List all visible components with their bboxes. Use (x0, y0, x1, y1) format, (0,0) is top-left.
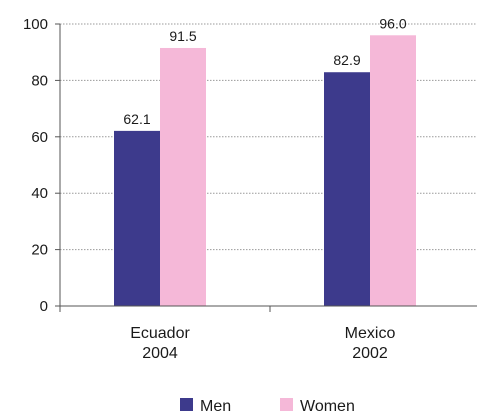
y-tick-label: 0 (40, 298, 48, 315)
data-label: 82.9 (333, 52, 360, 68)
bars (114, 35, 416, 306)
y-tick-label: 60 (31, 129, 48, 146)
legend: Men Women (180, 398, 355, 415)
x-category-label: 2004 (142, 345, 178, 362)
y-tick-label: 40 (31, 185, 48, 202)
data-label: 91.5 (169, 28, 196, 44)
y-tick-label: 80 (31, 72, 48, 89)
y-tick-label: 20 (31, 242, 48, 259)
x-category-label: Ecuador (130, 325, 190, 342)
y-tick-label: 100 (23, 16, 48, 33)
data-label: 96.0 (379, 15, 406, 31)
bar-men-1 (324, 72, 370, 306)
bar-men-0 (114, 130, 160, 306)
legend-swatch-men (180, 398, 193, 411)
bar-women-0 (160, 47, 206, 306)
x-category-label: 2002 (352, 345, 388, 362)
x-category-label: Mexico (345, 325, 396, 342)
axes (55, 23, 477, 312)
data-label: 62.1 (123, 111, 150, 127)
labels: 0 20 40 60 80 100 62.1 91.5 Ecuador 2004 82.9 96.0 M… (23, 15, 407, 362)
legend-label-women: Women (300, 398, 355, 415)
legend-label-men: Men (200, 398, 231, 415)
legend-swatch-women (280, 398, 293, 411)
bar-women-1 (370, 35, 416, 306)
